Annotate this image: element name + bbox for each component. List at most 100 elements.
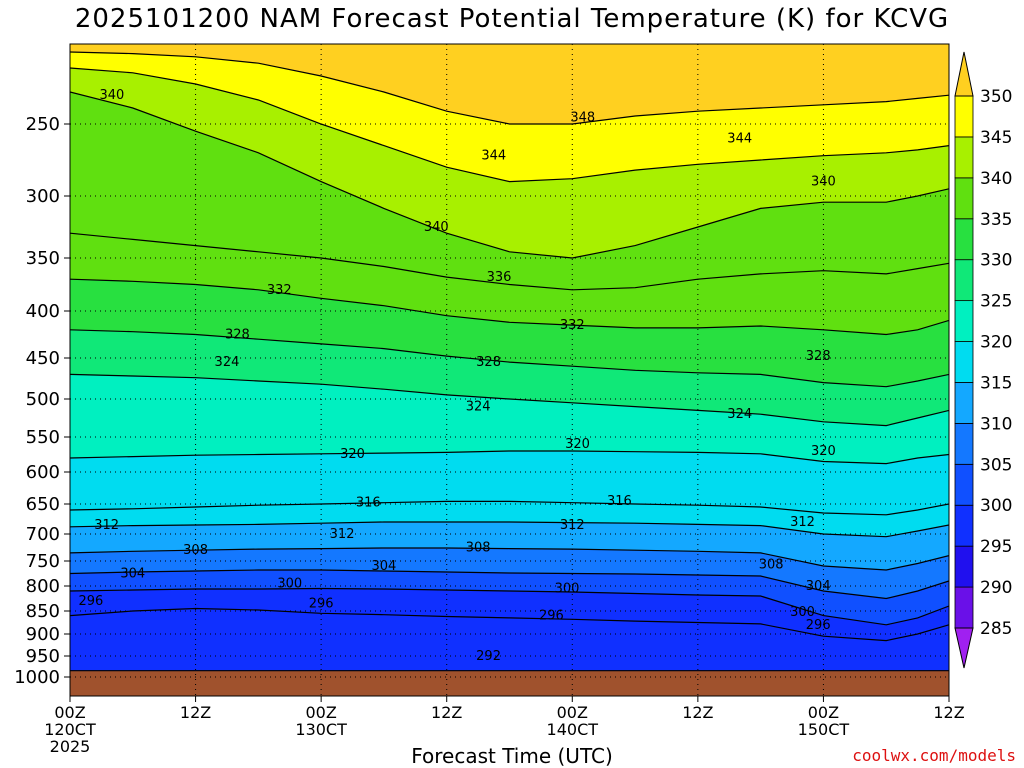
y-axis-ticks: 250 300 350 400 450 500 550 600 650 700 750 800 8509… <box>14 114 70 688</box>
colorbar-label: 315 <box>980 373 1012 393</box>
x-tick-label: 2025 <box>50 737 91 756</box>
y-tick-label: 900 <box>26 624 60 645</box>
colorbar-segment <box>954 136 974 179</box>
isentrope-336 <box>70 232 949 291</box>
contour-labels: 340 348 344 344 340 340 336 332 332 328 328 328 324 3… <box>79 88 836 664</box>
contour-label: 292 <box>476 649 501 664</box>
x-tick-label: 140CT <box>547 720 599 739</box>
contour-label: 348 <box>570 111 595 126</box>
isentrope-324 <box>70 373 949 427</box>
contour-label: 296 <box>539 609 564 624</box>
colorbar: 285 290 295 300 305 310 315 320 325 330 335 340 345 3… <box>954 51 1012 669</box>
colorbar-segment <box>954 95 974 138</box>
colorbar-label: 350 <box>980 87 1012 107</box>
contour-label: 308 <box>759 558 784 573</box>
colorbar-label: 310 <box>980 414 1012 434</box>
x-tick-label: 12Z <box>933 703 964 722</box>
contour-label: 340 <box>424 220 449 235</box>
contour-label: 320 <box>811 444 836 459</box>
x-tick-label: 130CT <box>295 720 347 739</box>
y-tick-label: 300 <box>26 186 60 207</box>
isentrope-312 <box>70 521 949 538</box>
isentrope-340 <box>70 91 949 259</box>
y-tick-label: 250 <box>26 114 60 135</box>
contour-label: 304 <box>806 579 831 594</box>
x-axis-label: Forecast Time (UTC) <box>411 744 613 768</box>
colorbar-segment <box>954 300 974 342</box>
contour-label: 296 <box>79 594 104 609</box>
contour-label: 344 <box>727 131 752 146</box>
contour-label: 300 <box>555 582 580 597</box>
colorbar-label: 295 <box>980 537 1012 557</box>
y-tick-label: 500 <box>26 389 60 410</box>
colorbar-high-arrow <box>954 51 974 97</box>
y-tick-label: 1000 <box>14 667 60 688</box>
y-tick-label: 850 <box>26 601 60 622</box>
contour-label: 324 <box>215 355 240 370</box>
y-tick-label: 650 <box>26 494 60 515</box>
contour-label: 312 <box>330 527 355 542</box>
colorbar-segment <box>954 341 974 383</box>
y-tick-label: 450 <box>26 348 60 369</box>
colorbar-label: 305 <box>980 455 1012 475</box>
contour-label: 300 <box>790 605 815 620</box>
contour-label: 304 <box>372 559 397 574</box>
contour-label: 332 <box>560 318 585 333</box>
contour-label: 344 <box>481 149 506 164</box>
y-tick-label: 550 <box>26 427 60 448</box>
y-tick-label: 750 <box>26 551 60 572</box>
colorbar-segment <box>954 504 974 547</box>
contour-label: 324 <box>466 400 491 415</box>
contour-label: 328 <box>476 355 501 370</box>
x-tick-label: 00Z <box>808 703 839 722</box>
contour-label: 316 <box>607 494 632 509</box>
colorbar-label: 340 <box>980 169 1012 189</box>
x-tick-label: 12Z <box>431 703 462 722</box>
x-tick-label: 00Z <box>54 703 85 722</box>
contour-label: 340 <box>811 175 836 190</box>
isentrope-332 <box>70 278 949 336</box>
x-tick-label: 00Z <box>557 703 588 722</box>
y-tick-label: 700 <box>26 524 60 545</box>
y-tick-label: 400 <box>26 301 60 322</box>
x-tick-label: 12Z <box>682 703 713 722</box>
colorbar-segment <box>954 463 974 506</box>
contour-label: 296 <box>806 618 831 633</box>
colorbar-label: 300 <box>980 496 1012 516</box>
contour-label: 308 <box>183 543 208 558</box>
contour-label: 320 <box>340 447 365 462</box>
colorbar-segment <box>954 422 974 465</box>
y-tick-label: 800 <box>26 576 60 597</box>
contour-label: 328 <box>225 328 250 343</box>
contour-label: 304 <box>120 567 145 582</box>
colorbar-label: 285 <box>980 619 1012 639</box>
y-tick-label: 350 <box>26 248 60 269</box>
x-tick-label: 12Z <box>180 703 211 722</box>
chart-title: 2025101200 NAM Forecast Potential Temper… <box>74 4 950 34</box>
isentrope-300 <box>70 587 949 626</box>
isentrope-304 <box>70 569 949 600</box>
isentrope-316 <box>70 500 949 516</box>
site-credit[interactable]: coolwx.com/models <box>852 746 1016 765</box>
contour-label: 312 <box>560 518 585 533</box>
y-tick-label: 600 <box>26 462 60 483</box>
contour-label: 324 <box>727 407 752 422</box>
x-tick-label: 120CT <box>44 720 96 739</box>
ground <box>70 671 949 696</box>
x-tick-label: 00Z <box>305 703 336 722</box>
contour-label: 328 <box>806 349 831 364</box>
colorbar-label: 335 <box>980 210 1012 230</box>
colorbar-segment <box>954 382 974 424</box>
contour-label: 336 <box>487 270 512 285</box>
colorbar-low-arrow <box>954 627 974 669</box>
colorbar-segment <box>954 545 974 588</box>
colorbar-label: 345 <box>980 128 1012 148</box>
isentrope-328 <box>70 329 949 388</box>
isentrope-344 <box>70 67 949 183</box>
isentrope-296 <box>70 607 949 642</box>
x-tick-label: 150CT <box>798 720 850 739</box>
colorbar-segment <box>954 177 974 220</box>
colorbar-segment <box>954 218 974 261</box>
